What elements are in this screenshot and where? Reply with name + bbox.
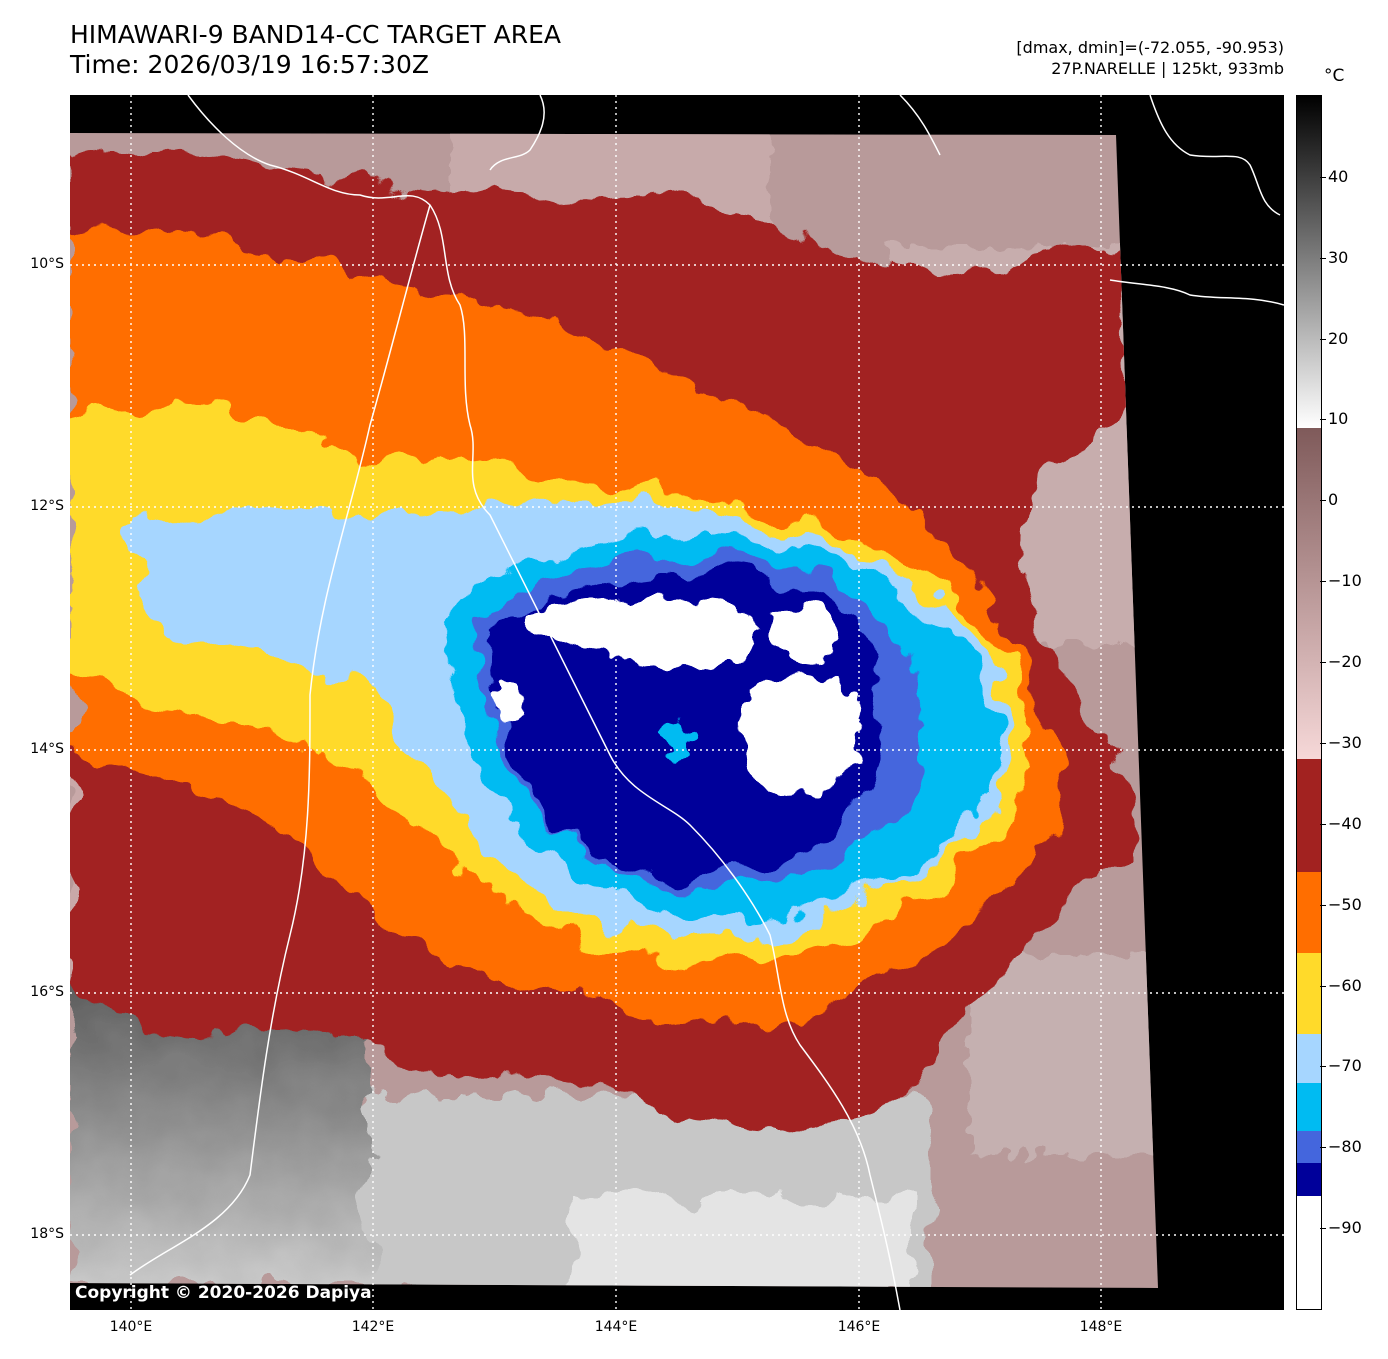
colorbar-tick-label: 30 [1328, 247, 1349, 267]
colorbar-segment [1297, 427, 1321, 760]
colorbar-tick-label: 0 [1328, 490, 1339, 510]
colorbar-segment [1297, 1034, 1321, 1083]
title-line-1: HIMAWARI-9 BAND14-CC TARGET AREA [70, 20, 562, 49]
colorbar-tick-label: −80 [1328, 1137, 1362, 1157]
chart-title: HIMAWARI-9 BAND14-CC TARGET AREA Time: 2… [70, 20, 561, 80]
colorbar-tick-label: −70 [1328, 1056, 1362, 1076]
lon-label-148e: 148°E [1079, 1319, 1123, 1335]
colorbar-tick-label: −10 [1328, 571, 1362, 591]
lat-label-18s: 18°S [30, 1226, 64, 1242]
colorbar-tick-label: −60 [1328, 975, 1362, 995]
colorbar-segment [1297, 1131, 1321, 1164]
coastline [129, 95, 1284, 1310]
colorbar-tick-label: −30 [1328, 732, 1362, 752]
colorbar-tick-label: −20 [1328, 652, 1362, 672]
colorbar-segment [1297, 96, 1321, 428]
satellite-imagery [70, 95, 1284, 1310]
colorbar-tick [1320, 1066, 1326, 1068]
lon-label-140e: 140°E [109, 1319, 153, 1335]
storm-info-block: [dmax, dmin]=(-72.055, -90.953) 27P.NARE… [1016, 37, 1284, 79]
title-line-2: Time: 2026/03/19 16:57:30Z [70, 50, 429, 79]
colorbar-tick [1320, 823, 1326, 825]
colorbar-tick [1320, 1147, 1326, 1149]
colorbar-segment [1297, 953, 1321, 1035]
colorbar-tick-label: −50 [1328, 894, 1362, 914]
copyright-notice: Copyright © 2020-2026 Dapiya [75, 1283, 372, 1303]
colorbar-segment [1297, 759, 1321, 873]
colorbar-tick [1320, 662, 1326, 664]
colorbar-unit: °C [1324, 66, 1345, 86]
colorbar-tick [1320, 257, 1326, 259]
colorbar-tick-label: −90 [1328, 1218, 1362, 1238]
colorbar-segment [1297, 1163, 1321, 1196]
range-info: [dmax, dmin]=(-72.055, -90.953) [1016, 38, 1284, 57]
colorbar-tick [1320, 742, 1326, 744]
colorbar-segment [1297, 1195, 1321, 1309]
colorbar [1296, 95, 1322, 1310]
colorbar-tick [1320, 500, 1326, 502]
lon-label-146e: 146°E [837, 1319, 881, 1335]
colorbar-tick [1320, 581, 1326, 583]
colorbar-tick-label: 40 [1328, 166, 1349, 186]
lat-label-10s: 10°S [30, 256, 64, 272]
lon-label-144e: 144°E [594, 1319, 638, 1335]
colorbar-tick [1320, 904, 1326, 906]
colorbar-tick-label: −40 [1328, 813, 1362, 833]
storm-info: 27P.NARELLE | 125kt, 933mb [1051, 59, 1284, 78]
colorbar-tick [1320, 176, 1326, 178]
lat-label-12s: 12°S [30, 498, 64, 514]
lat-label-16s: 16°S [30, 984, 64, 1000]
colorbar-segment [1297, 1082, 1321, 1132]
satellite-map [70, 95, 1284, 1310]
colorbar-tick [1320, 985, 1326, 987]
colorbar-tick-label: 10 [1328, 409, 1349, 429]
colorbar-tick [1320, 1228, 1326, 1230]
lon-label-142e: 142°E [351, 1319, 395, 1335]
cloud-top-temperature-field [70, 133, 1158, 1288]
graticule [70, 95, 1284, 1310]
colorbar-tick [1320, 419, 1326, 421]
colorbar-segment [1297, 872, 1321, 954]
colorbar-tick [1320, 338, 1326, 340]
colorbar-tick-label: 20 [1328, 328, 1349, 348]
lat-label-14s: 14°S [30, 741, 64, 757]
